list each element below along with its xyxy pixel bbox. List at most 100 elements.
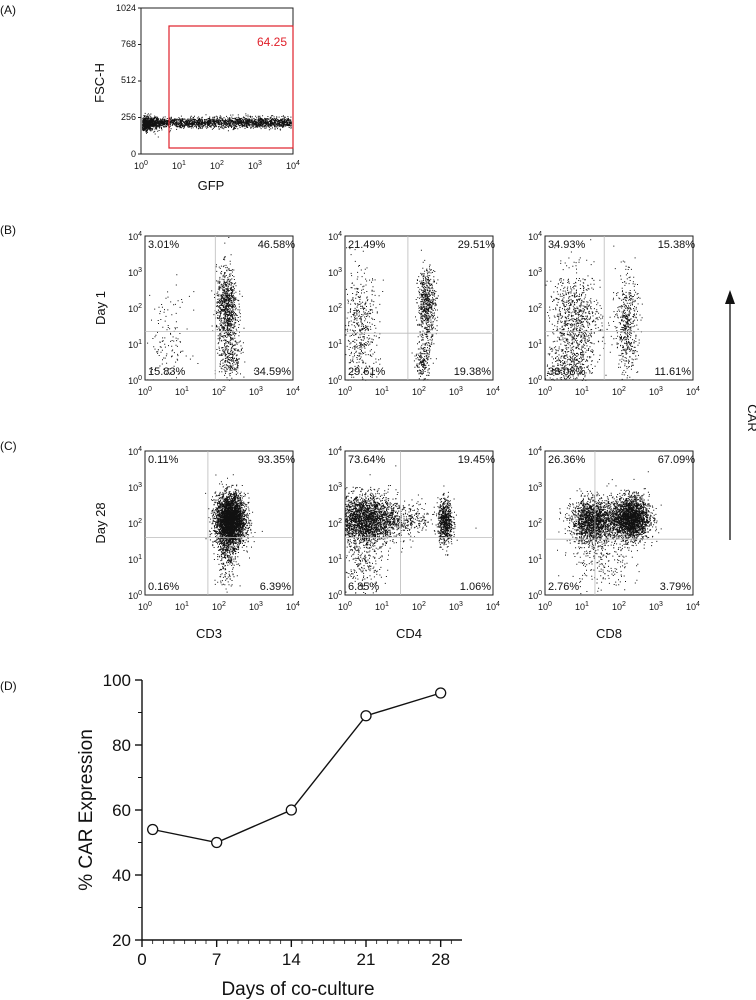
flow-y-tick: 101 <box>328 554 342 565</box>
panel-d-series-line <box>152 692 441 844</box>
flow-x-tick: 102 <box>212 601 226 612</box>
quadrant-percent-lr: 19.38% <box>454 366 492 378</box>
quadrant-percent-ur: 93.35% <box>258 454 296 466</box>
flow-x-tick: 102 <box>612 601 626 612</box>
flow-x-tick: 103 <box>649 601 663 612</box>
quadrant-percent-ur: 46.58% <box>258 239 296 251</box>
panel-d-x-tick-label: 28 <box>431 950 450 969</box>
flow-x-tick: 103 <box>249 601 263 612</box>
flow-x-tick: 100 <box>338 386 352 397</box>
flow-y-tick: 104 <box>328 231 342 242</box>
panel-a-dots <box>142 112 292 138</box>
column-label-cd4: CD4 <box>396 626 422 641</box>
quadrant-percent-ll: 0.16% <box>148 581 179 593</box>
car-axis-label: CAR <box>745 404 756 431</box>
flow-x-tick: 101 <box>175 386 189 397</box>
flow-y-tick: 101 <box>128 554 142 565</box>
panel-d-y-ticks: 20 40 60 80 100 <box>103 671 142 950</box>
panel-a-y-tick: 1024 <box>116 3 136 13</box>
panel-d-x-axis-label: Days of co-culture <box>221 979 374 1000</box>
flow-x-tick: 104 <box>486 386 500 397</box>
flow-x-tick: 101 <box>575 386 589 397</box>
flow-plot-r1-c3: 34.93% 15.38% 38.08% 11.61% 100 101 102 103 104 1… <box>528 231 700 397</box>
flow-y-tick: 100 <box>528 375 542 386</box>
panel-b-label: (B) <box>0 223 16 237</box>
panel-a-x-axis-label: GFP <box>198 178 225 193</box>
panel-a-gate-value: 64.25 <box>257 35 287 49</box>
flow-y-tick: 101 <box>328 339 342 350</box>
flow-y-tick: 100 <box>328 375 342 386</box>
flow-x-tick: 102 <box>612 386 626 397</box>
panel-d-y-tick-label: 20 <box>112 931 131 950</box>
panel-a-dot-cloud <box>142 112 292 138</box>
flow-y-tick: 102 <box>528 518 542 529</box>
flow-plot-r1-c1: 3.01% 46.58% 15.83% 34.59% 100 101 102 103 104 10… <box>128 231 300 397</box>
flow-plot-frame <box>344 235 494 381</box>
quadrant-percent-ur: 19.45% <box>458 454 496 466</box>
quadrant-percent-ul: 3.01% <box>148 239 179 251</box>
flow-x-tick: 102 <box>412 386 426 397</box>
flow-x-tick: 101 <box>575 601 589 612</box>
flow-plot-frame <box>144 235 294 381</box>
flow-y-tick: 101 <box>528 339 542 350</box>
flow-x-tick: 100 <box>338 601 352 612</box>
column-label-cd3: CD3 <box>196 626 222 641</box>
flow-dots <box>205 474 263 593</box>
flow-y-tick: 100 <box>128 590 142 601</box>
panel-a-y-axis-label: FSC-H <box>92 63 107 103</box>
flow-y-tick: 103 <box>528 482 542 493</box>
flow-x-tick: 100 <box>538 601 552 612</box>
flow-dots <box>345 465 477 594</box>
panel-d-y-tick-label: 100 <box>103 671 131 690</box>
panel-a-x-tick: 104 <box>286 160 300 171</box>
flow-y-tick: 104 <box>128 231 142 242</box>
flow-y-tick: 100 <box>328 590 342 601</box>
flow-plot-frame <box>544 450 694 596</box>
quadrant-percent-lr: 3.79% <box>660 581 691 593</box>
flow-y-tick: 102 <box>328 518 342 529</box>
panel-a-y-tick: 0 <box>131 149 136 159</box>
flow-x-tick: 104 <box>686 601 700 612</box>
flow-dots <box>147 237 255 381</box>
flow-y-tick: 103 <box>328 482 342 493</box>
panel-d-data-point <box>435 687 447 699</box>
flow-x-tick: 101 <box>375 601 389 612</box>
quadrant-percent-ul: 34.93% <box>548 239 586 251</box>
flow-y-tick: 103 <box>128 267 142 278</box>
flow-plot-frame <box>144 450 294 596</box>
flow-plot-r2-c1: 0.11% 93.35% 0.16% 6.39% 100 101 102 103 104 100 1… <box>128 446 300 612</box>
flow-y-tick: 102 <box>328 303 342 314</box>
flow-dots <box>557 471 662 595</box>
panel-a-y-ticks: 1024 768 512 256 0 <box>116 3 141 159</box>
flow-plot-r2-c3: 26.36% 67.09% 2.76% 3.79% 100 101 102 103 104 100… <box>528 446 700 612</box>
panel-d-x-tick-label: 21 <box>357 950 376 969</box>
quadrant-percent-ll: 29.61% <box>348 366 386 378</box>
quadrant-percent-ll: 38.08% <box>548 366 586 378</box>
quadrant-percent-ur: 29.51% <box>458 239 496 251</box>
panel-a-x-tick: 101 <box>172 160 186 171</box>
panel-d-data-point <box>360 710 372 722</box>
flow-x-tick: 100 <box>138 386 152 397</box>
flow-y-tick: 101 <box>128 339 142 350</box>
flow-x-tick: 104 <box>686 386 700 397</box>
panel-a-x-tick: 103 <box>248 160 262 171</box>
quadrant-percent-ll: 6.85% <box>348 581 379 593</box>
quadrant-percent-ul: 73.64% <box>348 454 386 466</box>
flow-plot-r2-c2: 73.64% 19.45% 6.85% 1.06% 100 101 102 103 104 100… <box>328 446 500 612</box>
flow-x-tick: 101 <box>175 601 189 612</box>
flow-y-tick: 102 <box>528 303 542 314</box>
flow-x-tick: 100 <box>538 386 552 397</box>
panel-d-y-tick-label: 40 <box>112 866 131 885</box>
flow-y-tick: 104 <box>328 446 342 457</box>
panel-a-y-tick: 256 <box>121 112 136 122</box>
flow-y-tick: 104 <box>528 446 542 457</box>
flow-y-tick: 102 <box>128 518 142 529</box>
row-label-day-1: Day 1 <box>93 291 108 325</box>
flow-dots <box>545 239 643 381</box>
flow-y-tick: 103 <box>528 267 542 278</box>
flow-y-tick: 100 <box>128 375 142 386</box>
panel-d-y-axis-label: % CAR Expression <box>76 729 97 891</box>
flow-y-tick: 104 <box>128 446 142 457</box>
flow-x-tick: 103 <box>649 386 663 397</box>
